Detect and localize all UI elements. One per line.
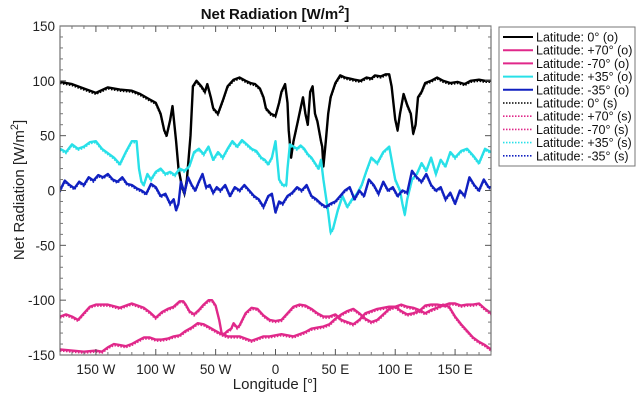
series-line-1 <box>60 299 491 336</box>
legend-entry: Latitude: 0° (o) <box>536 31 618 45</box>
y-tick-label: -150 <box>28 348 55 363</box>
legend-entry: Latitude: -35° (s) <box>536 149 629 163</box>
series-line-s-3 <box>60 140 491 236</box>
y-tick-label: 50 <box>40 129 55 144</box>
legend-entry: Latitude: +35° (o) <box>536 70 632 84</box>
legend-entry: Latitude: -70° (s) <box>536 123 629 137</box>
series-line-3 <box>60 138 491 234</box>
legend: Latitude: 0° (o)Latitude: +70° (o)Latitu… <box>498 26 636 167</box>
x-tick-label: 100 W <box>136 362 175 377</box>
chart-title: Net Radiation [W/m2] <box>201 4 350 23</box>
y-tick-label: 0 <box>47 184 55 199</box>
x-tick-label: 50 E <box>321 362 349 377</box>
x-axis-label: Longitude [°] <box>233 376 317 393</box>
chart-title-superscript: 2 <box>338 4 344 16</box>
tick-layer: 150 100 50 0 -50 -100 -150 150 W 100 W 50 W 0 50 E 1… <box>28 19 492 377</box>
x-tick-label: 150 W <box>76 362 115 377</box>
y-tick-label: -50 <box>35 238 55 253</box>
y-tick-label: -100 <box>28 293 55 308</box>
x-tick-label: 150 E <box>437 362 472 377</box>
series-line-2 <box>60 303 491 353</box>
x-tick-label: 50 W <box>200 362 232 377</box>
plot-area: 150 100 50 0 -50 -100 -150 150 W 100 W 50 W 0 50 E 1… <box>28 19 492 377</box>
y-tick-label: 150 <box>32 19 55 34</box>
x-tick-label: 0 <box>272 362 280 377</box>
y-axis-label-text: Net Radiation [W/m <box>11 130 28 260</box>
legend-entry: Latitude: +70° (o) <box>536 44 632 58</box>
legend-entry: Latitude: +70° (s) <box>536 110 632 124</box>
legend-entry: Latitude: 0° (s) <box>536 97 617 111</box>
legend-entry: Latitude: -35° (o) <box>536 83 629 97</box>
chart-title-text: Net Radiation [W/m <box>201 6 339 23</box>
series-line-4 <box>60 169 491 214</box>
y-tick-label: 100 <box>32 74 55 89</box>
x-tick-label: 100 E <box>378 362 413 377</box>
legend-entry: Latitude: -70° (o) <box>536 57 629 71</box>
chart-title-suffix: ] <box>344 6 349 23</box>
legend-entry: Latitude: +35° (s) <box>536 136 632 150</box>
series-layer <box>60 73 491 354</box>
y-axis-label: Net Radiation [W/m2] <box>9 120 28 260</box>
y-axis-label-suffix: ] <box>11 120 28 124</box>
y-axis-label-superscript: 2 <box>9 124 21 130</box>
